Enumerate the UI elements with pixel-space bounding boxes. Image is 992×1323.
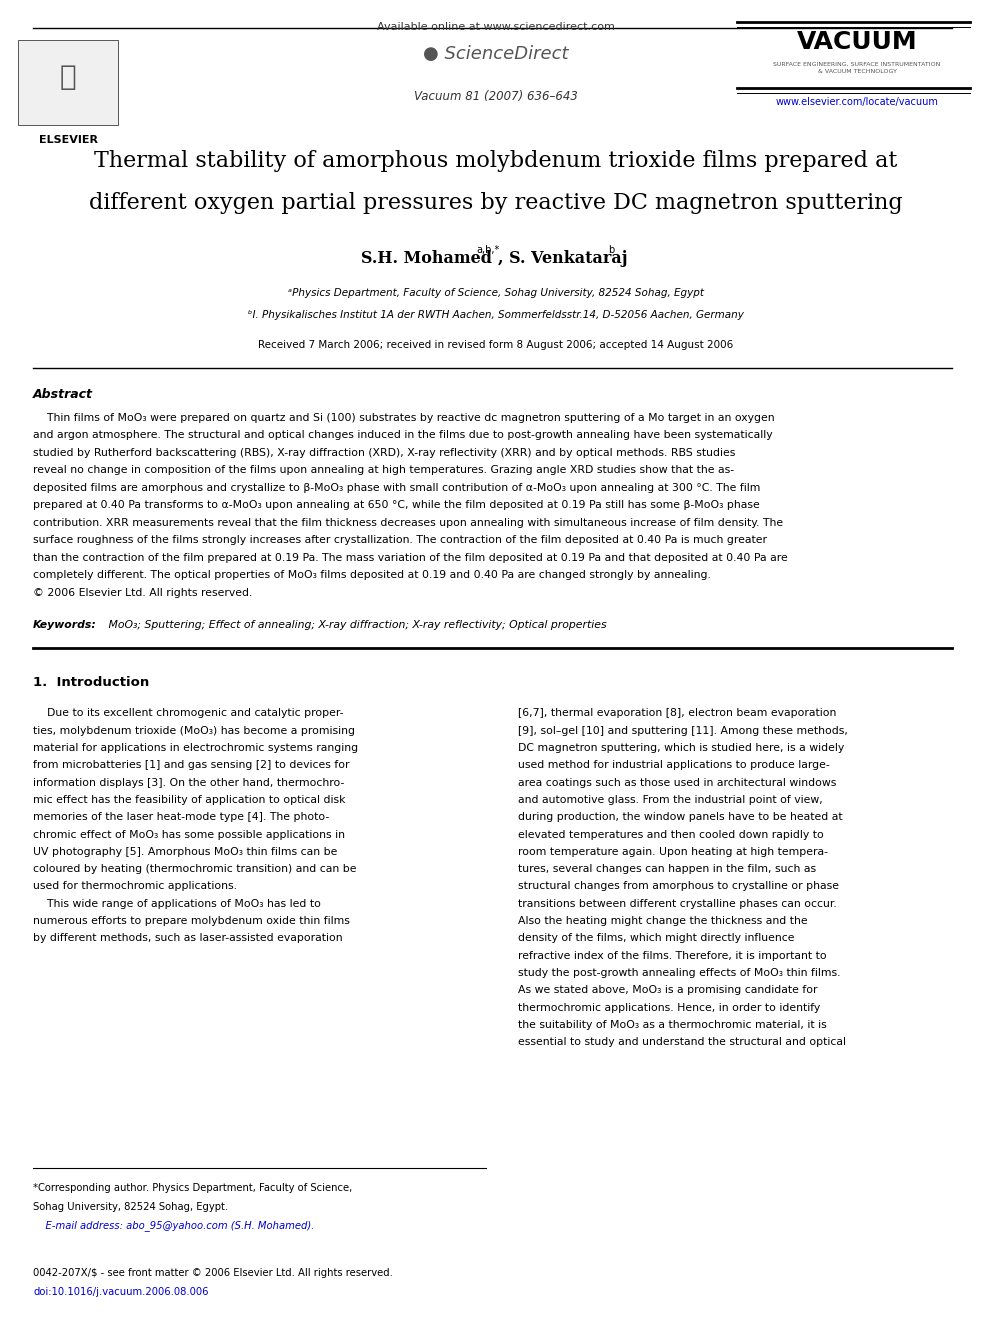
Text: a,b,*: a,b,*	[476, 245, 499, 255]
Text: Received 7 March 2006; received in revised form 8 August 2006; accepted 14 Augus: Received 7 March 2006; received in revis…	[258, 340, 734, 351]
Text: completely different. The optical properties of MoO₃ films deposited at 0.19 and: completely different. The optical proper…	[33, 570, 711, 581]
Text: Vacuum 81 (2007) 636–643: Vacuum 81 (2007) 636–643	[414, 90, 578, 103]
Text: numerous efforts to prepare molybdenum oxide thin films: numerous efforts to prepare molybdenum o…	[33, 916, 350, 926]
Text: www.elsevier.com/locate/vacuum: www.elsevier.com/locate/vacuum	[776, 97, 938, 107]
Text: 0042-207X/$ - see front matter © 2006 Elsevier Ltd. All rights reserved.: 0042-207X/$ - see front matter © 2006 El…	[33, 1267, 393, 1278]
Text: Keywords:: Keywords:	[33, 620, 97, 631]
Text: surface roughness of the films strongly increases after crystallization. The con: surface roughness of the films strongly …	[33, 536, 767, 545]
Text: thermochromic applications. Hence, in order to identify: thermochromic applications. Hence, in or…	[518, 1003, 820, 1012]
Text: studied by Rutherford backscattering (RBS), X-ray diffraction (XRD), X-ray refle: studied by Rutherford backscattering (RB…	[33, 448, 735, 458]
Text: information displays [3]. On the other hand, thermochro-: information displays [3]. On the other h…	[33, 778, 344, 787]
Text: mic effect has the feasibility of application to optical disk: mic effect has the feasibility of applic…	[33, 795, 345, 804]
Text: , S. Venkataraj: , S. Venkataraj	[498, 250, 628, 267]
Text: tures, several changes can happen in the film, such as: tures, several changes can happen in the…	[518, 864, 816, 875]
Text: memories of the laser heat-mode type [4]. The photo-: memories of the laser heat-mode type [4]…	[33, 812, 329, 823]
Text: used method for industrial applications to produce large-: used method for industrial applications …	[518, 761, 829, 770]
Text: and argon atmosphere. The structural and optical changes induced in the films du: and argon atmosphere. The structural and…	[33, 430, 773, 441]
Text: MoO₃; Sputtering; Effect of annealing; X-ray diffraction; X-ray reflectivity; Op: MoO₃; Sputtering; Effect of annealing; X…	[105, 620, 607, 631]
Text: study the post-growth annealing effects of MoO₃ thin films.: study the post-growth annealing effects …	[518, 968, 840, 978]
Text: area coatings such as those used in architectural windows: area coatings such as those used in arch…	[518, 778, 836, 787]
Text: by different methods, such as laser-assisted evaporation: by different methods, such as laser-assi…	[33, 934, 342, 943]
Text: Also the heating might change the thickness and the: Also the heating might change the thickn…	[518, 916, 807, 926]
Text: Thin films of MoO₃ were prepared on quartz and Si (100) substrates by reactive d: Thin films of MoO₃ were prepared on quar…	[33, 413, 775, 423]
Text: ELSEVIER: ELSEVIER	[39, 135, 97, 146]
Text: contribution. XRR measurements reveal that the film thickness decreases upon ann: contribution. XRR measurements reveal th…	[33, 519, 783, 528]
Text: Available online at www.sciencedirect.com: Available online at www.sciencedirect.co…	[377, 22, 615, 32]
Text: prepared at 0.40 Pa transforms to α-MoO₃ upon annealing at 650 °C, while the fil: prepared at 0.40 Pa transforms to α-MoO₃…	[33, 500, 760, 511]
Text: b: b	[608, 245, 614, 255]
Text: ties, molybdenum trioxide (MoO₃) has become a promising: ties, molybdenum trioxide (MoO₃) has bec…	[33, 726, 355, 736]
Text: E-mail address: abo_95@yahoo.com (S.H. Mohamed).: E-mail address: abo_95@yahoo.com (S.H. M…	[33, 1220, 314, 1230]
Text: *Corresponding author. Physics Department, Faculty of Science,: *Corresponding author. Physics Departmen…	[33, 1183, 352, 1193]
Text: deposited films are amorphous and crystallize to β-MoO₃ phase with small contrib: deposited films are amorphous and crysta…	[33, 483, 761, 493]
Text: coloured by heating (thermochromic transition) and can be: coloured by heating (thermochromic trans…	[33, 864, 356, 875]
Text: As we stated above, MoO₃ is a promising candidate for: As we stated above, MoO₃ is a promising …	[518, 986, 817, 995]
Text: This wide range of applications of MoO₃ has led to: This wide range of applications of MoO₃ …	[33, 898, 320, 909]
Text: [6,7], thermal evaporation [8], electron beam evaporation: [6,7], thermal evaporation [8], electron…	[518, 709, 836, 718]
Text: material for applications in electrochromic systems ranging: material for applications in electrochro…	[33, 744, 358, 753]
Text: structural changes from amorphous to crystalline or phase: structural changes from amorphous to cry…	[518, 881, 839, 892]
Text: UV photography [5]. Amorphous MoO₃ thin films can be: UV photography [5]. Amorphous MoO₃ thin …	[33, 847, 337, 857]
Text: and automotive glass. From the industrial point of view,: and automotive glass. From the industria…	[518, 795, 822, 804]
Text: refractive index of the films. Therefore, it is important to: refractive index of the films. Therefore…	[518, 951, 826, 960]
Text: S.H. Mohamed: S.H. Mohamed	[360, 250, 491, 267]
Text: 1.  Introduction: 1. Introduction	[33, 676, 149, 689]
Text: ● ScienceDirect: ● ScienceDirect	[424, 45, 568, 64]
Text: Due to its excellent chromogenic and catalytic proper-: Due to its excellent chromogenic and cat…	[33, 709, 343, 718]
Text: the suitability of MoO₃ as a thermochromic material, it is: the suitability of MoO₃ as a thermochrom…	[518, 1020, 826, 1029]
Text: essential to study and understand the structural and optical: essential to study and understand the st…	[518, 1037, 846, 1048]
Text: during production, the window panels have to be heated at: during production, the window panels hav…	[518, 812, 842, 823]
Text: elevated temperatures and then cooled down rapidly to: elevated temperatures and then cooled do…	[518, 830, 823, 840]
Text: ᵇI. Physikalisches Institut 1A der RWTH Aachen, Sommerfeldsstr.14, D-52056 Aache: ᵇI. Physikalisches Institut 1A der RWTH …	[248, 310, 744, 320]
Text: different oxygen partial pressures by reactive DC magnetron sputtering: different oxygen partial pressures by re…	[89, 192, 903, 214]
Text: DC magnetron sputtering, which is studied here, is a widely: DC magnetron sputtering, which is studie…	[518, 744, 844, 753]
Bar	[18, 40, 118, 124]
Text: Sohag University, 82524 Sohag, Egypt.: Sohag University, 82524 Sohag, Egypt.	[33, 1201, 228, 1212]
Text: transitions between different crystalline phases can occur.: transitions between different crystallin…	[518, 898, 836, 909]
Text: from microbatteries [1] and gas sensing [2] to devices for: from microbatteries [1] and gas sensing …	[33, 761, 349, 770]
Text: used for thermochromic applications.: used for thermochromic applications.	[33, 881, 237, 892]
Text: [9], sol–gel [10] and sputtering [11]. Among these methods,: [9], sol–gel [10] and sputtering [11]. A…	[518, 726, 848, 736]
Text: reveal no change in composition of the films upon annealing at high temperatures: reveal no change in composition of the f…	[33, 466, 734, 475]
Text: 🌿: 🌿	[60, 64, 76, 91]
Text: chromic effect of MoO₃ has some possible applications in: chromic effect of MoO₃ has some possible…	[33, 830, 345, 840]
Text: than the contraction of the film prepared at 0.19 Pa. The mass variation of the : than the contraction of the film prepare…	[33, 553, 788, 564]
Text: room temperature again. Upon heating at high tempera-: room temperature again. Upon heating at …	[518, 847, 828, 857]
Text: Abstract: Abstract	[33, 388, 93, 401]
Text: SURFACE ENGINEERING, SURFACE INSTRUMENTATION
& VACUUM TECHNOLOGY: SURFACE ENGINEERING, SURFACE INSTRUMENTA…	[774, 62, 940, 74]
Text: ᵃPhysics Department, Faculty of Science, Sohag University, 82524 Sohag, Egypt: ᵃPhysics Department, Faculty of Science,…	[288, 288, 704, 298]
Text: density of the films, which might directly influence: density of the films, which might direct…	[518, 934, 795, 943]
Text: Thermal stability of amorphous molybdenum trioxide films prepared at: Thermal stability of amorphous molybdenu…	[94, 149, 898, 172]
Text: doi:10.1016/j.vacuum.2006.08.006: doi:10.1016/j.vacuum.2006.08.006	[33, 1287, 208, 1297]
Text: © 2006 Elsevier Ltd. All rights reserved.: © 2006 Elsevier Ltd. All rights reserved…	[33, 587, 252, 598]
Text: VACUUM: VACUUM	[797, 30, 918, 54]
